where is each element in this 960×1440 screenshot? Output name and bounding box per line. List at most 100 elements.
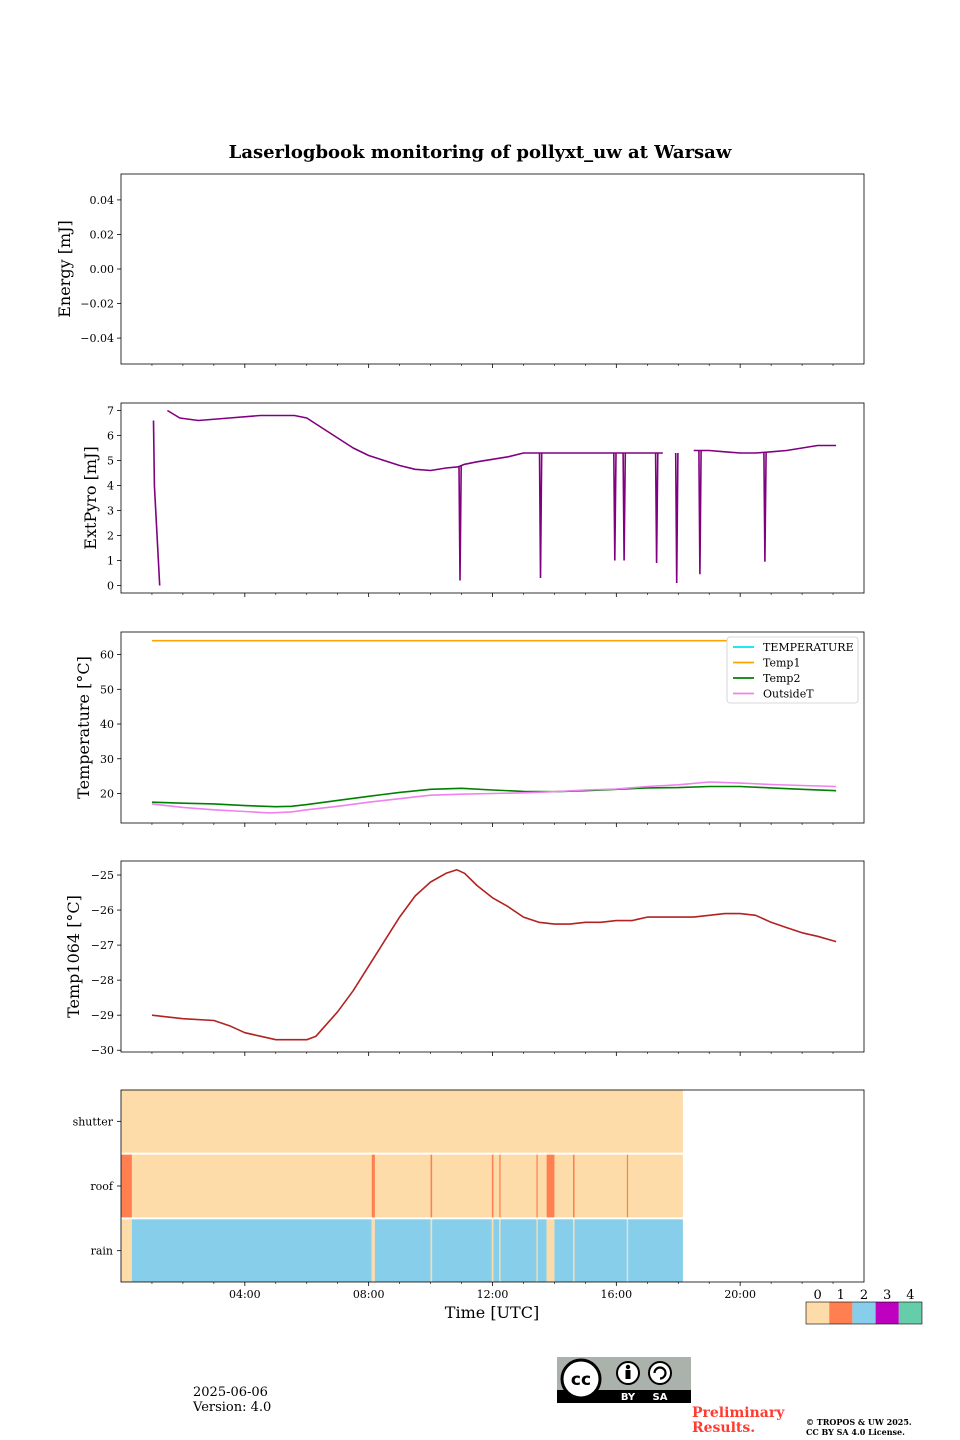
row-label-rain: rain xyxy=(91,1245,113,1258)
rain-cell xyxy=(626,1219,629,1282)
x-tick-label: 08:00 xyxy=(353,1288,385,1301)
temp1064-y-tick-label: −28 xyxy=(91,974,114,987)
temp1064-y-tick-label: −25 xyxy=(91,869,114,882)
rain-cell xyxy=(500,1219,537,1282)
panel-extpyro: 0 1 2 3 4 5 6 7 ExtPyro [mJ] xyxy=(81,402,865,597)
rain-cell xyxy=(536,1219,538,1282)
roof-flag-cell xyxy=(121,1154,132,1218)
legend-label-outsidet: OutsideT xyxy=(763,688,814,701)
extpyro-y-axis-label: ExtPyro [mJ] xyxy=(81,446,100,549)
copyright-line1: © TROPOS & UW 2025. xyxy=(806,1417,912,1427)
temp1064-y-tick-label: −29 xyxy=(91,1009,114,1022)
extpyro-dip-spike xyxy=(613,452,617,561)
temperature-y-tick-label: 30 xyxy=(100,753,114,766)
copyright-line2: CC BY SA 4.0 License. xyxy=(806,1427,905,1437)
rain-cell xyxy=(493,1219,500,1282)
colorbar-label: 0 xyxy=(813,1288,821,1303)
temp1064-y-tick-label: −30 xyxy=(91,1044,114,1057)
extpyro-dip-spike xyxy=(698,450,702,575)
rain-cell xyxy=(371,1219,375,1282)
rain-cell xyxy=(499,1219,501,1282)
x-axis-label: Time [UTC] xyxy=(445,1303,539,1322)
preliminary-line1: Preliminary xyxy=(692,1405,785,1421)
extpyro-y-tick-label: 3 xyxy=(107,505,114,518)
chart-title: Laserlogbook monitoring of pollyxt_uw at… xyxy=(229,142,732,163)
temperature-series-outsidet-line xyxy=(151,781,837,814)
temp1064-y-tick-label: −27 xyxy=(91,939,114,952)
x-tick-label: 20:00 xyxy=(724,1288,756,1301)
roof-flag-cell xyxy=(371,1154,375,1218)
temp1064-y-tick-label: −26 xyxy=(91,904,114,917)
colorbar-cell xyxy=(829,1302,853,1324)
rain-cell xyxy=(572,1219,575,1282)
preliminary-line2: Results. xyxy=(692,1420,756,1436)
rain-cell xyxy=(432,1219,492,1282)
temp1064-series-0-line xyxy=(151,869,837,1041)
copyright-notice: © TROPOS & UW 2025. CC BY SA 4.0 License… xyxy=(806,1417,912,1437)
x-tick-label: 16:00 xyxy=(600,1288,632,1301)
energy-y-tick-label: −0.04 xyxy=(80,332,114,345)
legend-label-temperature: TEMPERATURE xyxy=(763,641,854,654)
energy-y-tick-label: 0.02 xyxy=(90,228,115,241)
colorbar-cell xyxy=(806,1302,830,1324)
legend-label-temp2: Temp2 xyxy=(763,672,800,685)
energy-y-axis-label: Energy [mJ] xyxy=(55,220,74,318)
cc-license-badge: cc BY SA xyxy=(557,1357,691,1403)
temperature-y-tick-label: 50 xyxy=(100,683,114,696)
by-label: BY xyxy=(621,1392,636,1403)
colorbar-cell xyxy=(898,1302,922,1324)
rain-cell xyxy=(537,1219,547,1282)
colorbar-frame xyxy=(805,1301,923,1325)
sa-label: SA xyxy=(653,1392,668,1403)
colorbar-cell xyxy=(852,1302,876,1324)
rain-cell xyxy=(546,1219,555,1282)
cc-icon-text: cc xyxy=(571,1370,591,1390)
energy-y-tick-label: 0.00 xyxy=(90,263,115,276)
date-label: 2025-06-06 xyxy=(193,1385,268,1400)
temperature-series-temp2-line xyxy=(151,785,837,808)
extpyro-dip-spike xyxy=(674,452,679,584)
energy-axes-frame xyxy=(120,173,865,365)
colorbar-label: 2 xyxy=(860,1288,868,1303)
extpyro-dip-spike xyxy=(654,452,659,564)
colorbar-label: 1 xyxy=(837,1288,845,1303)
by-person-body xyxy=(625,1370,631,1379)
x-tick-label: 04:00 xyxy=(229,1288,261,1301)
x-tick-label: 12:00 xyxy=(477,1288,509,1301)
temperature-y-tick-label: 60 xyxy=(100,649,114,662)
temperature-y-axis-label: Temperature [°C] xyxy=(74,656,93,799)
extpyro-y-tick-label: 2 xyxy=(107,530,114,543)
extpyro-y-tick-label: 5 xyxy=(107,455,114,468)
rain-cell xyxy=(491,1219,494,1282)
sa-arrow-icon xyxy=(653,1366,667,1380)
extpyro-dip-spike xyxy=(538,452,543,579)
panel-energy: 0.04 0.02 0.00 −0.02 −0.04 Energy [mJ] xyxy=(55,173,865,368)
rain-cell xyxy=(430,1219,433,1282)
colorbar-label: 3 xyxy=(883,1288,891,1303)
temperature-legend-box xyxy=(726,636,859,704)
footer-info: 2025-06-06 Version: 4.0 xyxy=(193,1385,271,1415)
by-person-head xyxy=(625,1364,631,1370)
energy-y-tick-label: −0.02 xyxy=(80,298,114,311)
sa-share-alike-icon xyxy=(648,1361,672,1385)
temperature-y-tick-label: 20 xyxy=(100,787,114,800)
extpyro-y-tick-label: 1 xyxy=(107,555,114,568)
rain-cell xyxy=(554,1219,573,1282)
rain-cell xyxy=(374,1219,431,1282)
temp1064-axes-frame xyxy=(120,860,865,1053)
roof-flag-cell xyxy=(499,1154,501,1218)
roof-cell xyxy=(121,1154,683,1218)
colorbar-cell xyxy=(875,1302,899,1324)
rain-cell xyxy=(574,1219,627,1282)
extpyro-y-tick-label: 7 xyxy=(107,405,114,418)
rain-cell xyxy=(628,1219,683,1282)
panel-temp1064: −25 −26 −27 −28 −29 −30 Temp1064 [°C] xyxy=(64,860,865,1057)
extpyro-dip-spike xyxy=(622,452,627,561)
roof-flag-cell xyxy=(572,1154,575,1218)
energy-y-tick-label: 0.04 xyxy=(90,194,115,207)
shutter-cell xyxy=(121,1090,683,1153)
extpyro-y-tick-label: 0 xyxy=(107,580,114,593)
roof-flag-cell xyxy=(546,1154,555,1218)
rain-cell xyxy=(121,1219,132,1282)
